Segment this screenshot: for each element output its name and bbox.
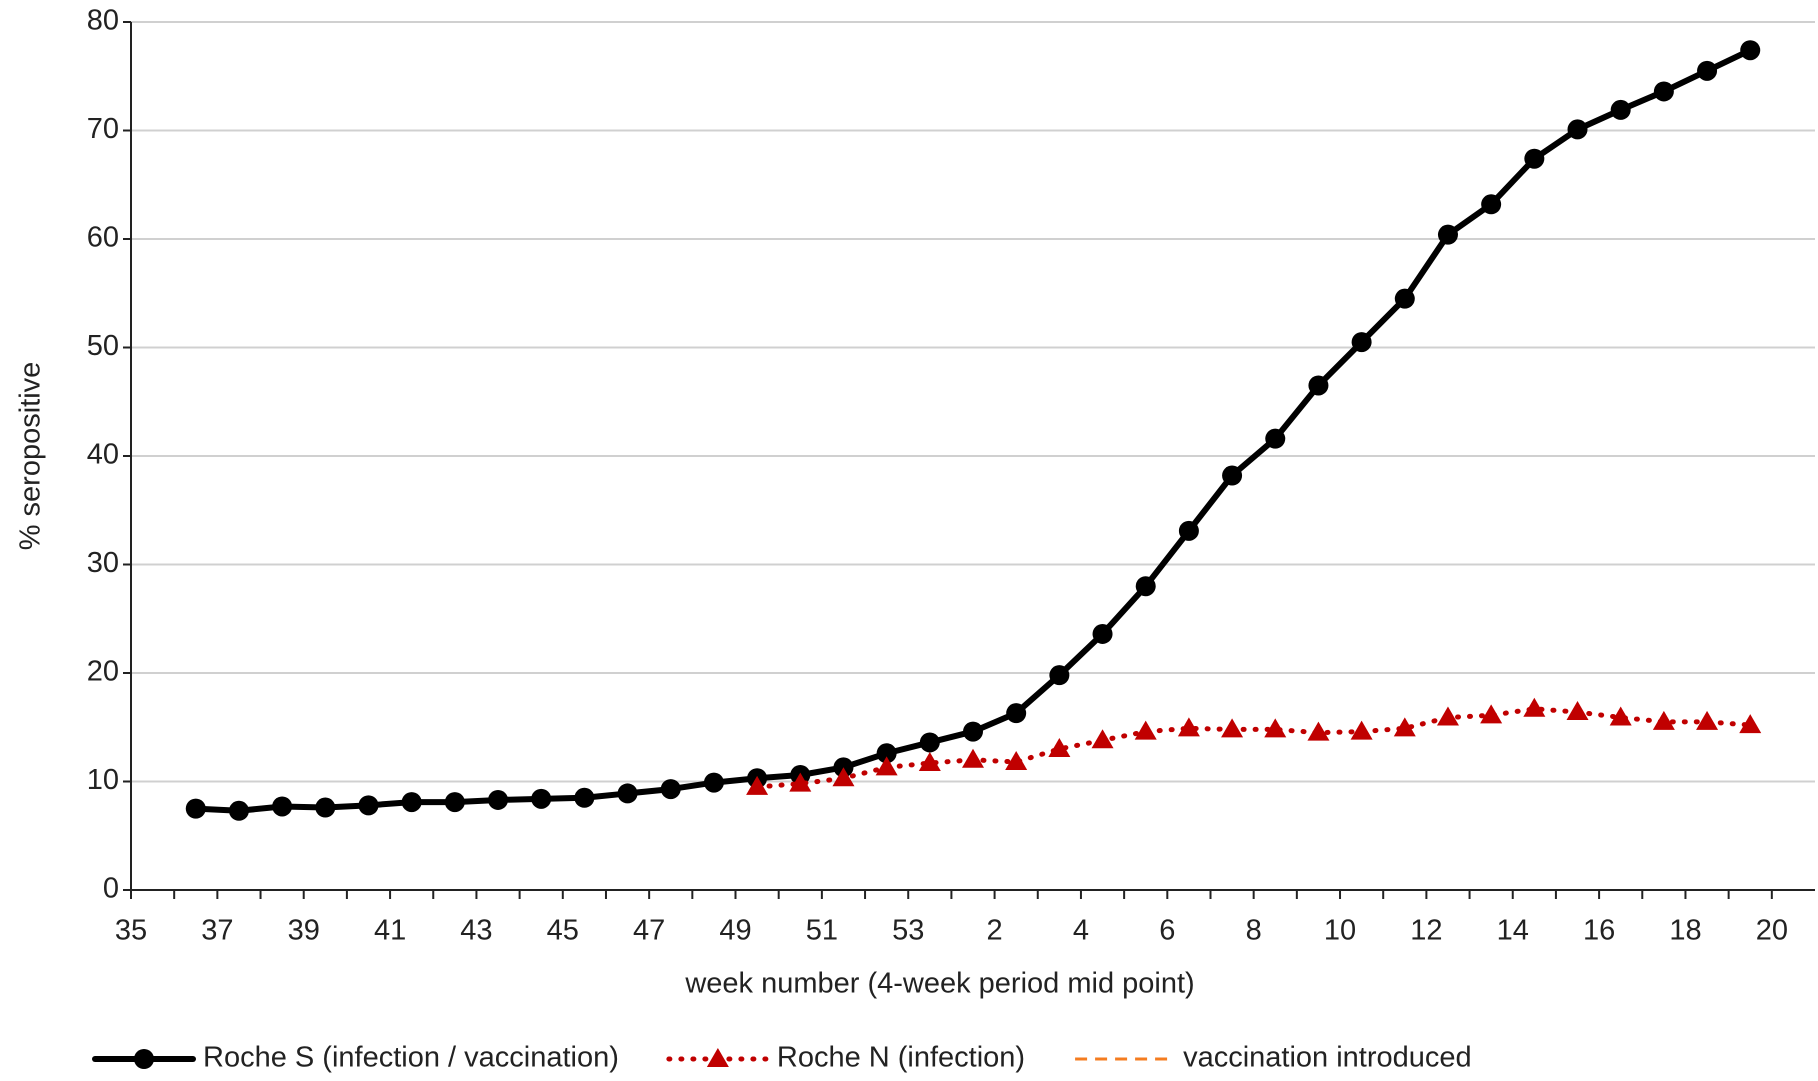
x-tick-label: 41 bbox=[374, 915, 406, 947]
data-point bbox=[1480, 704, 1503, 724]
data-point bbox=[1740, 40, 1761, 61]
x-tick-label: 8 bbox=[1246, 915, 1262, 947]
data-point bbox=[185, 798, 206, 819]
data-point bbox=[1609, 706, 1632, 726]
data-point bbox=[876, 743, 897, 764]
legend-label: vaccination introduced bbox=[1183, 1042, 1472, 1074]
data-point bbox=[1481, 194, 1502, 215]
data-point bbox=[1222, 465, 1243, 486]
data-point bbox=[1394, 288, 1415, 309]
data-point bbox=[1696, 710, 1719, 730]
x-tick-label: 49 bbox=[719, 915, 751, 947]
data-point bbox=[574, 787, 595, 808]
x-tick-label: 12 bbox=[1410, 915, 1442, 947]
data-point bbox=[1221, 718, 1244, 738]
data-point bbox=[444, 792, 465, 813]
data-point bbox=[1178, 520, 1199, 541]
data-point bbox=[1264, 718, 1287, 738]
x-tick-label: 4 bbox=[1073, 915, 1089, 947]
data-point bbox=[228, 800, 249, 821]
legend-label: Roche S (infection / vaccination) bbox=[203, 1042, 619, 1074]
x-tick-label: 18 bbox=[1669, 915, 1701, 947]
y-axis-title: % seropositive bbox=[15, 362, 47, 551]
data-point bbox=[1308, 375, 1329, 396]
data-point bbox=[918, 752, 941, 772]
data-point bbox=[1135, 576, 1156, 597]
data-point bbox=[1091, 729, 1114, 749]
data-point bbox=[1653, 81, 1674, 102]
data-point bbox=[919, 732, 940, 753]
x-tick-label: 47 bbox=[633, 915, 665, 947]
y-tick-label: 40 bbox=[87, 439, 119, 471]
data-point bbox=[1048, 737, 1071, 757]
data-point bbox=[1005, 750, 1028, 770]
y-tick-label: 70 bbox=[87, 113, 119, 145]
data-point bbox=[1697, 60, 1718, 81]
data-point bbox=[1652, 710, 1675, 730]
data-point bbox=[1049, 665, 1070, 686]
x-tick-label: 35 bbox=[115, 915, 147, 947]
data-point bbox=[1307, 721, 1330, 741]
data-point bbox=[488, 789, 509, 810]
x-tick-label: 14 bbox=[1497, 915, 1529, 947]
y-tick-label: 20 bbox=[87, 656, 119, 688]
data-point bbox=[617, 783, 638, 804]
data-point bbox=[1393, 717, 1416, 737]
x-tick-label: 10 bbox=[1324, 915, 1356, 947]
x-tick-label: 45 bbox=[547, 915, 579, 947]
series-line bbox=[754, 706, 1753, 790]
data-point bbox=[746, 775, 769, 795]
x-tick-label: 6 bbox=[1159, 915, 1175, 947]
data-point bbox=[315, 797, 336, 818]
x-tick-label: 20 bbox=[1756, 915, 1788, 947]
x-tick-label: 2 bbox=[987, 915, 1003, 947]
data-point bbox=[1567, 119, 1588, 140]
data-point bbox=[1265, 428, 1286, 449]
y-tick-label: 30 bbox=[87, 547, 119, 579]
data-point bbox=[1610, 99, 1631, 120]
y-tick-label: 80 bbox=[87, 5, 119, 37]
data-point bbox=[1739, 714, 1762, 734]
x-axis-title: week number (4-week period mid point) bbox=[684, 968, 1194, 1000]
legend-label: Roche N (infection) bbox=[777, 1042, 1025, 1074]
x-tick-label: 39 bbox=[288, 915, 320, 947]
y-tick-label: 50 bbox=[87, 330, 119, 362]
data-point bbox=[1177, 717, 1200, 737]
data-point bbox=[1523, 697, 1546, 717]
data-point bbox=[789, 772, 812, 792]
data-point bbox=[531, 788, 552, 809]
data-point bbox=[1134, 720, 1157, 740]
data-point bbox=[358, 795, 379, 816]
data-point bbox=[1351, 332, 1372, 353]
series-line bbox=[192, 47, 1754, 814]
data-point bbox=[832, 767, 855, 787]
data-point bbox=[962, 748, 984, 768]
data-point bbox=[1566, 701, 1589, 721]
x-tick-label: 37 bbox=[201, 915, 233, 947]
data-point bbox=[963, 721, 983, 742]
data-point bbox=[401, 792, 422, 813]
data-point bbox=[272, 796, 293, 817]
legend-marker bbox=[134, 1049, 154, 1069]
x-tick-label: 16 bbox=[1583, 915, 1615, 947]
data-point bbox=[1006, 703, 1027, 724]
y-tick-label: 60 bbox=[87, 222, 119, 254]
y-tick-label: 0 bbox=[103, 873, 119, 905]
data-point bbox=[1092, 623, 1113, 644]
y-tick-label: 10 bbox=[87, 764, 119, 796]
x-tick-label: 51 bbox=[806, 915, 838, 947]
legend-marker bbox=[706, 1048, 729, 1067]
data-point bbox=[1437, 224, 1458, 245]
data-point bbox=[875, 756, 898, 776]
data-point bbox=[1524, 148, 1545, 169]
x-tick-label: 43 bbox=[460, 915, 492, 947]
data-point bbox=[703, 772, 724, 793]
data-point bbox=[660, 779, 681, 800]
data-point bbox=[1436, 706, 1459, 726]
data-point bbox=[1350, 720, 1373, 740]
x-tick-label: 53 bbox=[892, 915, 924, 947]
